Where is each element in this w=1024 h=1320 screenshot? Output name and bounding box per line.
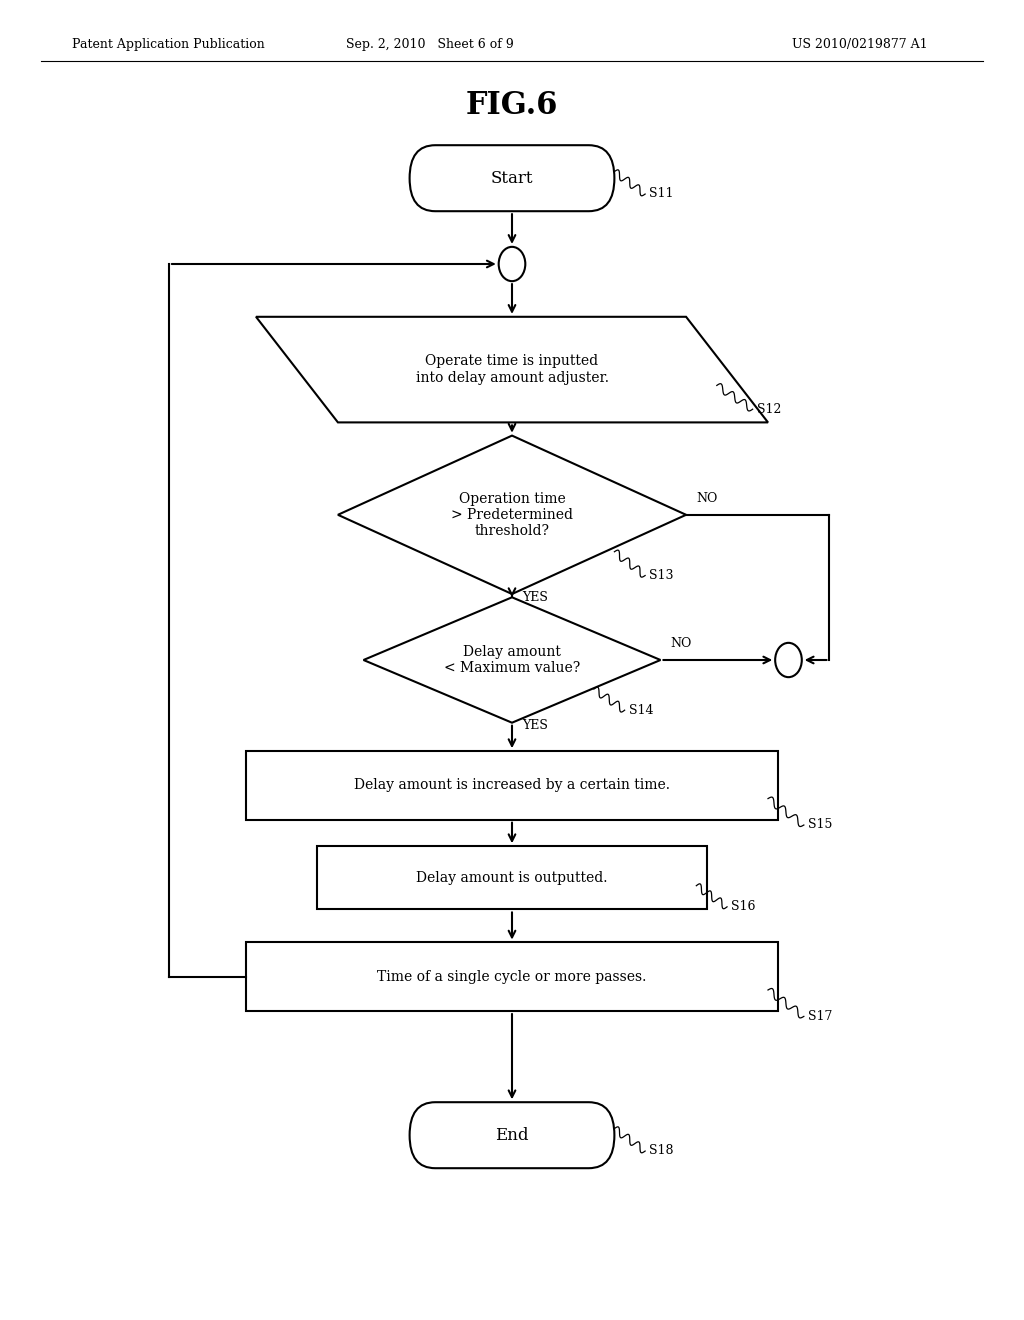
- Text: FIG.6: FIG.6: [466, 90, 558, 121]
- Text: Delay amount
< Maximum value?: Delay amount < Maximum value?: [443, 645, 581, 675]
- Circle shape: [499, 247, 525, 281]
- Text: Delay amount is increased by a certain time.: Delay amount is increased by a certain t…: [354, 779, 670, 792]
- Text: US 2010/0219877 A1: US 2010/0219877 A1: [793, 38, 928, 51]
- Text: Start: Start: [490, 170, 534, 186]
- Text: End: End: [496, 1127, 528, 1143]
- Text: S16: S16: [731, 900, 756, 913]
- Text: S14: S14: [629, 704, 653, 717]
- Text: Sep. 2, 2010   Sheet 6 of 9: Sep. 2, 2010 Sheet 6 of 9: [346, 38, 514, 51]
- Circle shape: [775, 643, 802, 677]
- Text: NO: NO: [696, 491, 718, 504]
- Text: NO: NO: [671, 636, 692, 649]
- FancyBboxPatch shape: [410, 1102, 614, 1168]
- Polygon shape: [256, 317, 768, 422]
- FancyBboxPatch shape: [410, 145, 614, 211]
- Text: S17: S17: [808, 1010, 833, 1023]
- Text: S13: S13: [649, 569, 674, 582]
- Text: YES: YES: [522, 590, 548, 603]
- Bar: [317, 846, 707, 909]
- Text: Operation time
> Predetermined
threshold?: Operation time > Predetermined threshold…: [451, 491, 573, 539]
- Text: S11: S11: [649, 187, 674, 201]
- Bar: [246, 942, 778, 1011]
- Text: YES: YES: [522, 719, 548, 733]
- Text: S12: S12: [757, 403, 781, 416]
- Polygon shape: [364, 597, 660, 722]
- Text: Operate time is inputted
into delay amount adjuster.: Operate time is inputted into delay amou…: [416, 355, 608, 384]
- Text: S18: S18: [649, 1144, 674, 1158]
- Text: S15: S15: [808, 818, 833, 832]
- Text: Patent Application Publication: Patent Application Publication: [72, 38, 264, 51]
- Bar: [246, 751, 778, 820]
- Polygon shape: [338, 436, 686, 594]
- Text: Time of a single cycle or more passes.: Time of a single cycle or more passes.: [377, 970, 647, 983]
- Text: Delay amount is outputted.: Delay amount is outputted.: [416, 871, 608, 884]
